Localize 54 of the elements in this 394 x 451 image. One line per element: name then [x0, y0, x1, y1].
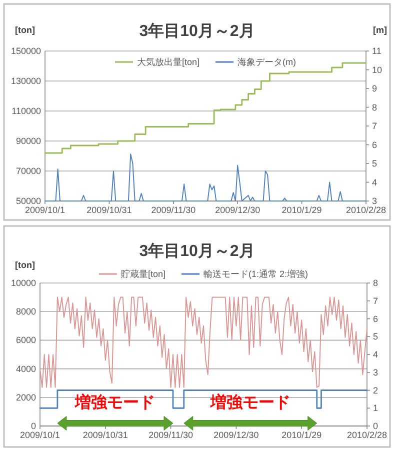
y2-tick-label: 0 [373, 421, 378, 431]
x-tick-label: 2009/10/1 [20, 430, 60, 440]
y-tick-label: 4000 [16, 364, 36, 374]
y2-tick-label: 2 [373, 385, 378, 396]
x-tick-label: 2009/10/31 [86, 205, 132, 215]
y-tick-label: 70000 [16, 166, 41, 176]
y-tick-label: 50000 [16, 196, 41, 206]
y2-axis-title: [m] [373, 25, 387, 35]
y-axis-title: [ton] [15, 25, 35, 35]
x-tick-label: 2009/10/1 [24, 205, 66, 215]
y2-tick-label: 1 [373, 403, 378, 414]
legend-label: 海象データ(m) [238, 57, 296, 67]
x-tick-label: 2010/2/28 [346, 205, 386, 215]
y-tick-label: 110000 [12, 106, 41, 116]
x-tick-label: 2009/11/30 [148, 430, 193, 440]
y2-tick-label: 6 [373, 314, 378, 324]
x-tick-label: 2009/11/30 [151, 205, 196, 215]
y-tick-label: 10000 [10, 278, 36, 288]
y2-tick-label: 8 [372, 102, 378, 112]
y2-tick-label: 4 [372, 177, 378, 188]
y-tick-label: 90000 [16, 136, 41, 146]
x-tick-label: 2010/1/29 [282, 205, 322, 215]
legend-label: 貯蔵量[ton] [120, 269, 166, 279]
annotation: 増強モード [74, 392, 156, 412]
y2-tick-label: 5 [372, 158, 378, 168]
x-tick-label: 2009/12/30 [215, 205, 260, 215]
x-tick-label: 2010/2/28 [346, 430, 388, 440]
y-axis-title: [ton] [15, 260, 35, 270]
y-tick-label: 130000 [10, 76, 41, 86]
y2-tick-label: 7 [373, 296, 378, 306]
y-tick-label: 6000 [16, 335, 36, 346]
chart-title: 3年目10月～2月 [139, 242, 255, 260]
y2-tick-label: 3 [373, 367, 378, 378]
y-tick-label: 2000 [16, 392, 36, 402]
y2-tick-label: 3 [372, 196, 378, 206]
chart-title: 3年目10月～2月 [139, 22, 255, 40]
y2-tick-label: 5 [373, 332, 378, 342]
legend-label: 輸送モード(1:通常 2:増強) [204, 269, 308, 279]
y2-tick-label: 7 [372, 121, 378, 131]
x-tick-label: 2010/1/29 [282, 430, 322, 440]
y2-tick-label: 8 [373, 278, 378, 288]
y-tick-label: 0 [30, 421, 36, 431]
y-tick-label: 150000 [10, 46, 41, 56]
annotation: 増強モード [209, 392, 290, 412]
y2-tick-label: 6 [372, 140, 378, 150]
line-series [40, 296, 368, 388]
y2-tick-label: 9 [372, 84, 378, 94]
y-tick-label: 8000 [16, 306, 36, 317]
legend-label: 大気放出量[ton] [136, 57, 200, 67]
y2-tick-label: 11 [372, 46, 382, 56]
y2-tick-label: 4 [373, 350, 378, 360]
x-tick-label: 2009/10/31 [82, 430, 128, 440]
y2-tick-label: 10 [372, 64, 382, 75]
x-tick-label: 2009/12/30 [214, 430, 259, 440]
